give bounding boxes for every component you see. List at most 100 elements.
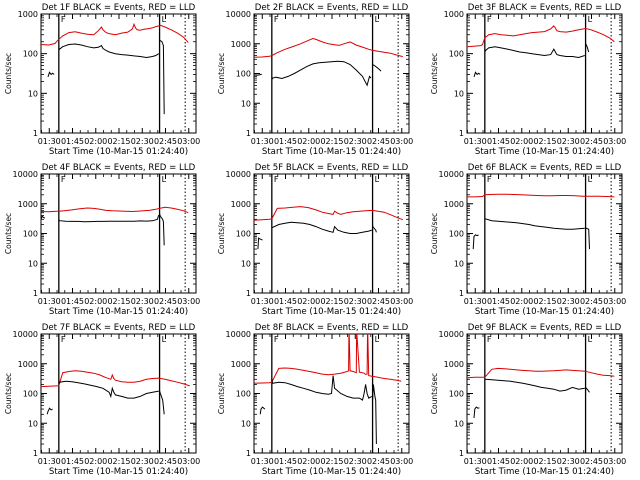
series-events-black [585, 43, 590, 53]
series-events-black [473, 406, 480, 419]
x-tick-label: 02:45 [580, 457, 603, 466]
panel-title: Det 3F BLACK = Events, RED = LLD [468, 3, 622, 13]
x-tick-label: 03:00 [177, 137, 200, 146]
series-events-black [254, 73, 262, 76]
x-tick-label: 02:00 [297, 137, 320, 146]
panel-title: Det 9F BLACK = Events, RED = LLD [468, 323, 622, 333]
x-tick-label: 02:45 [580, 297, 603, 306]
series-lld-red [254, 206, 403, 221]
x-tick-label: 02:30 [557, 297, 580, 306]
y-tick-label: 10 [454, 89, 464, 98]
x-tick-label: 02:30 [131, 137, 154, 146]
x-tick-label: 01:45 [274, 137, 297, 146]
x-tick-label: 02:15 [107, 297, 130, 306]
x-tick-label: 02:15 [533, 297, 556, 306]
x-tick-label: 01:30 [464, 457, 487, 466]
series-lld-red [254, 334, 402, 384]
y-tick-label: 10 [28, 419, 38, 428]
x-tick-label: 02:30 [131, 297, 154, 306]
y-tick-label: 100 [23, 390, 38, 399]
x-tick-label: 01:30 [38, 137, 61, 146]
y-tick-label: 1000 [18, 360, 38, 369]
y-tick-label: 10000 [226, 10, 251, 19]
series-events-black [372, 225, 377, 233]
y-tick-label: 10 [241, 259, 251, 268]
x-axis-label: Start Time (10-Mar-15 01:24:40) [49, 467, 188, 477]
y-tick-label: 10000 [226, 170, 251, 179]
series-events-black [257, 237, 263, 250]
time-marker-flag: L [588, 335, 593, 344]
y-tick-label: 10000 [226, 330, 251, 339]
series-events-black [58, 380, 159, 399]
time-marker-flag: F [487, 175, 492, 184]
time-marker-flag: F [487, 15, 492, 24]
series-lld-red [41, 22, 189, 46]
time-marker-flag: L [375, 15, 380, 24]
series-events-black [472, 234, 479, 250]
series-events-black [47, 71, 55, 78]
series-lld-red [41, 206, 189, 214]
x-tick-label: 02:00 [510, 297, 533, 306]
x-tick-label: 01:30 [251, 457, 274, 466]
panel-det-2: Det 2F BLACK = Events, RED = LLD 1 10 100 10… [217, 3, 413, 157]
y-tick-label: 10 [28, 259, 38, 268]
series-events-black [271, 375, 373, 401]
x-tick-label: 02:45 [154, 457, 177, 466]
y-tick-label: 10 [454, 419, 464, 428]
y-tick-label: 1000 [231, 40, 251, 49]
x-axis-label: Start Time (10-Mar-15 01:24:40) [49, 307, 188, 317]
panel-title: Det 8F BLACK = Events, RED = LLD [255, 323, 409, 333]
y-tick-label: 1000 [18, 10, 38, 19]
y-tick-label: 10 [454, 259, 464, 268]
x-tick-label: 02:30 [344, 297, 367, 306]
series-events-black [585, 227, 590, 250]
series-lld-red [41, 370, 190, 388]
panel-det-9: Det 9F BLACK = Events, RED = LLD 1 10 100 10… [430, 323, 626, 477]
y-tick-label: 10000 [439, 330, 464, 339]
series-events-black [484, 378, 585, 392]
y-tick-label: 10 [241, 419, 251, 428]
series-lld-red [254, 37, 403, 58]
x-tick-label: 02:00 [510, 457, 533, 466]
y-tick-label: 1 [246, 129, 251, 138]
time-marker-flag: F [61, 335, 66, 344]
x-tick-label: 01:45 [487, 137, 510, 146]
y-tick-label: 1000 [444, 360, 464, 369]
x-tick-label: 02:00 [510, 137, 533, 146]
x-axis-label: Start Time (10-Mar-15 01:24:40) [49, 147, 188, 157]
time-marker-flag: L [588, 15, 593, 24]
y-tick-label: 1000 [444, 200, 464, 209]
axes-frame [40, 13, 197, 134]
x-tick-label: 02:15 [320, 457, 343, 466]
y-tick-label: 1 [246, 289, 251, 298]
x-tick-label: 02:45 [154, 297, 177, 306]
x-tick-label: 03:00 [390, 137, 413, 146]
panel-det-8: Det 8F BLACK = Events, RED = LLD 1 10 100 10… [217, 323, 413, 477]
panel-title: Det 2F BLACK = Events, RED = LLD [255, 3, 409, 13]
x-tick-label: 01:45 [274, 297, 297, 306]
series-events-black [58, 43, 160, 59]
y-tick-label: 100 [23, 230, 38, 239]
series-events-black [159, 213, 165, 246]
series-lld-red [467, 25, 615, 48]
y-tick-label: 100 [23, 50, 38, 59]
y-tick-label: 10 [28, 89, 38, 98]
y-tick-label: 10000 [13, 330, 38, 339]
x-tick-label: 01:45 [487, 457, 510, 466]
y-tick-label: 1000 [231, 360, 251, 369]
x-tick-label: 03:00 [603, 457, 626, 466]
x-tick-label: 02:45 [580, 137, 603, 146]
x-tick-label: 02:00 [84, 457, 107, 466]
y-tick-label: 1 [459, 129, 464, 138]
y-tick-label: 1000 [231, 200, 251, 209]
y-tick-label: 1 [459, 449, 464, 458]
y-tick-label: 1000 [444, 10, 464, 19]
x-tick-label: 02:00 [84, 137, 107, 146]
time-marker-flag: L [588, 175, 593, 184]
time-marker-flag: L [375, 335, 380, 344]
x-tick-label: 01:30 [464, 137, 487, 146]
time-marker-flag: F [487, 335, 492, 344]
x-axis-label: Start Time (10-Mar-15 01:24:40) [262, 147, 401, 157]
